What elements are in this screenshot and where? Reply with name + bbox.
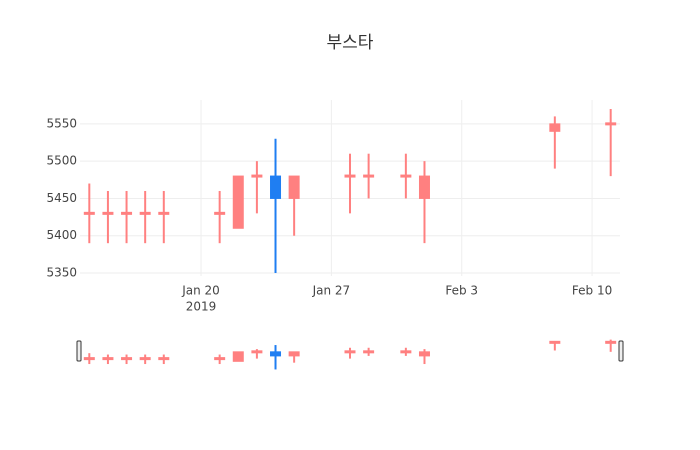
x-tick-year: 2019 [186, 300, 217, 314]
slider-candle-body [418, 351, 430, 357]
y-tick-label: 5350 [46, 266, 77, 280]
x-tick-label: Feb 3 [445, 284, 478, 298]
range-handle-left[interactable] [76, 340, 82, 362]
slider-candle-body [158, 357, 170, 361]
y-tick-label: 5400 [46, 228, 77, 242]
candle-body [418, 175, 430, 199]
slider-candle-body [121, 357, 133, 361]
slider-candle-body [344, 350, 356, 354]
slider-candle-body [232, 351, 244, 362]
slider-candle-body [139, 357, 151, 361]
y-tick-label: 5450 [46, 191, 77, 205]
candle-body [605, 122, 617, 126]
slider-candle-body [214, 357, 226, 361]
range-handle-right[interactable] [618, 340, 624, 362]
candle-body [158, 211, 170, 215]
candle-body [363, 174, 375, 178]
x-tick-label: Jan 20 [181, 284, 220, 298]
candle-body [270, 175, 282, 199]
candle-body [102, 211, 114, 215]
slider-candle-body [549, 340, 561, 344]
candle-body [288, 175, 300, 199]
chart-title: 부스타 [327, 33, 374, 53]
candle-body [232, 175, 244, 229]
candle-body [214, 211, 226, 215]
candle-body [549, 123, 561, 132]
candle-body [139, 211, 151, 215]
slider-candle-body [102, 357, 114, 361]
slider-candle-body [270, 351, 282, 357]
candle-body [121, 211, 133, 215]
slider-candle-body [83, 357, 95, 361]
candle-body [400, 174, 412, 178]
slider-candle-body [251, 350, 263, 354]
y-tick-label: 5500 [46, 154, 77, 168]
candle-body [344, 174, 356, 178]
slider-candle-body [288, 351, 300, 357]
x-tick-label: Jan 27 [312, 284, 351, 298]
slider-candle-body [605, 340, 617, 344]
x-tick-label: Feb 10 [572, 284, 612, 298]
slider-candle-body [400, 350, 412, 354]
slider-candle-body [363, 350, 375, 354]
y-tick-label: 5550 [46, 116, 77, 130]
candle-body [251, 174, 263, 178]
candle-body [83, 211, 95, 215]
